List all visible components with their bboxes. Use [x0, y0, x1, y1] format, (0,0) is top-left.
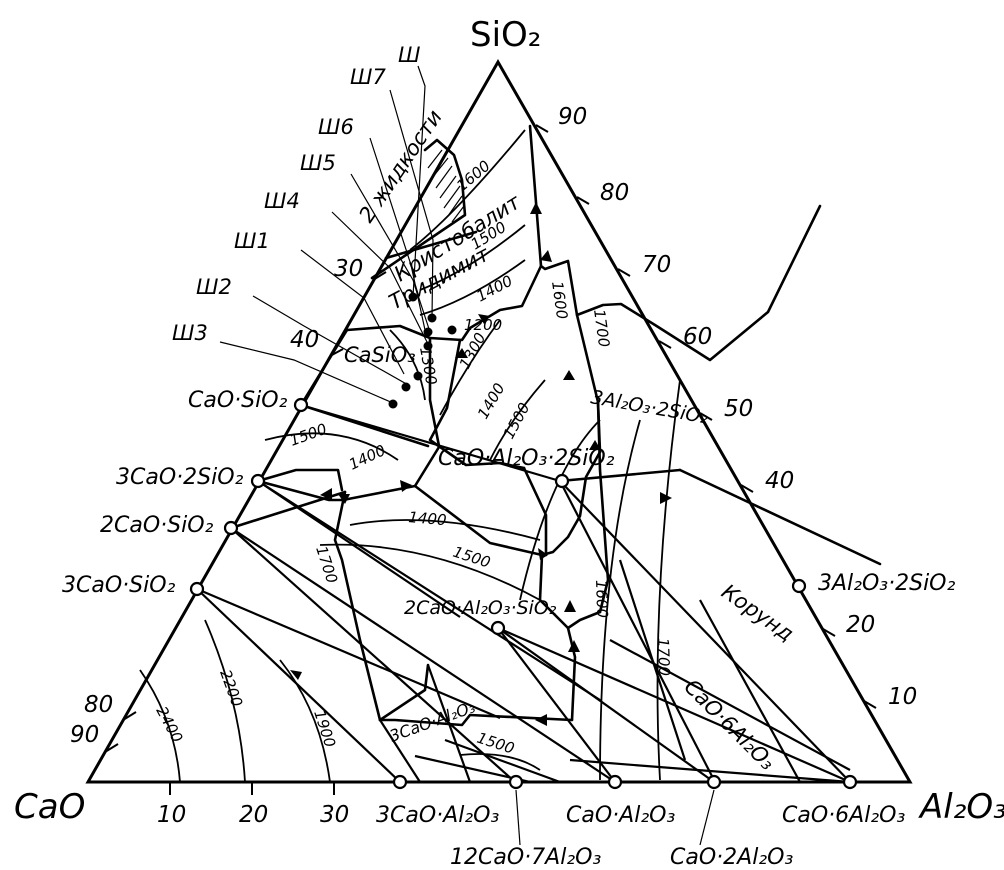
bottom-tick-30: 30 [320, 802, 349, 828]
c12a7-point [508, 774, 524, 790]
iso-1700-lower: 1700 [654, 638, 673, 677]
sample-sh1: Ш1 [234, 229, 270, 253]
sample-sh6: Ш6 [318, 115, 354, 139]
iso-1400-left: 1400 [346, 441, 388, 473]
label-c2s: 2CaO·SiO₂ [100, 513, 214, 538]
right-tick-60: 60 [683, 324, 712, 350]
iso-1700-upper: 1700 [590, 308, 613, 348]
compound-leaders [515, 789, 715, 846]
label-ca: CaO·Al₂O₃ [566, 803, 675, 828]
sample-points [388, 292, 457, 409]
two-liquid-hatch [427, 149, 465, 223]
label-a3s2-edge: 3Al₂O₃·2SiO₂ [818, 571, 955, 596]
ca6-point [842, 774, 858, 790]
boundary-arrows [290, 202, 672, 726]
left-tick-30: 30 [334, 256, 363, 282]
iso-1400-top: 1400 [473, 272, 515, 306]
field-mullite: 3Al₂O₃·2SiO₂ [589, 386, 710, 428]
apex-cao: CaO [14, 787, 85, 827]
iso-1700-left: 1700 [312, 544, 341, 586]
iso-1300-left: 1300 [416, 346, 440, 387]
sample-sh3: Ш3 [172, 321, 208, 345]
bottom-tick-labels: 10 20 30 [157, 802, 349, 828]
right-tick-10: 10 [888, 684, 917, 710]
iso-1500-mid: 1500 [500, 400, 534, 442]
iso-1600-lower: 1600 [592, 580, 611, 619]
c3s2-point [250, 473, 266, 489]
compound-points [189, 397, 858, 790]
sample-labels: Ш Ш7 Ш6 Ш5 Ш4 Ш1 Ш2 Ш3 [172, 43, 420, 345]
right-tick-labels: 90 80 70 60 50 40 20 10 [558, 104, 917, 710]
label-c3a: 3CaO·Al₂O₃ [376, 803, 499, 828]
ca2-point [706, 774, 722, 790]
iso-1400-mid: 1400 [474, 380, 509, 422]
label-c3s2: 3CaO·2SiO₂ [116, 465, 244, 490]
a3s2-point [791, 578, 807, 594]
field-two-liquids: 2 жидкости [354, 106, 447, 227]
iso-1500-left: 1500 [287, 420, 329, 450]
label-c12a7: 12CaO·7Al₂O₃ [450, 845, 601, 870]
right-tick-70: 70 [642, 252, 671, 278]
iso-2200: 2200 [216, 667, 246, 709]
sample-leaders [219, 65, 434, 404]
c3s-point [189, 581, 205, 597]
sample-sh7: Ш7 [350, 65, 386, 89]
left-tick-labels: 30 40 80 90 [70, 256, 363, 748]
ca-point [607, 774, 623, 790]
cas2-point [554, 473, 570, 489]
field-casio3: CaSiO₃ [344, 343, 416, 367]
c2s-point [223, 520, 239, 536]
apex-sio2: SiO₂ [470, 15, 541, 55]
sample-sh4: Ш4 [264, 189, 300, 213]
iso-1600-upper: 1600 [548, 280, 571, 320]
right-tick-90: 90 [558, 104, 587, 130]
iso-1200: 1200 [464, 316, 502, 334]
field-corundum: Корунд [717, 579, 798, 646]
apex-al2o3: Al₂O₃ [918, 787, 1004, 827]
left-tick-80: 80 [84, 692, 113, 718]
iso-2400: 2400 [152, 703, 186, 745]
label-c3s: 3CaO·SiO₂ [62, 573, 176, 598]
c2as-point [490, 620, 506, 636]
axis-ticks [104, 124, 877, 795]
label-ca2: CaO·2Al₂O₃ [670, 845, 793, 870]
sample-sh: Ш [398, 43, 420, 67]
right-tick-40: 40 [765, 468, 794, 494]
iso-1900: 1900 [310, 708, 339, 750]
bottom-tick-10: 10 [157, 802, 186, 828]
sample-sh2: Ш2 [196, 275, 232, 299]
left-tick-40: 40 [290, 327, 319, 353]
bottom-tick-20: 20 [239, 802, 268, 828]
iso-1400-center: 1400 [408, 508, 448, 529]
sample-sh5: Ш5 [300, 151, 336, 175]
triangle-frame [85, 58, 913, 784]
label-cs: CaO·SiO₂ [188, 388, 288, 413]
label-ca6: CaO·6Al₂O₃ [782, 803, 905, 828]
isotherm-curves [139, 129, 681, 783]
right-tick-20: 20 [846, 612, 875, 638]
iso-1500-center: 1500 [451, 543, 493, 572]
c3a-point [392, 774, 408, 790]
right-tick-50: 50 [724, 396, 753, 422]
compound-labels: CaO·SiO₂ 3CaO·2SiO₂ 2CaO·SiO₂ 3CaO·SiO₂ … [62, 388, 955, 870]
label-c2as: 2CaO·Al₂O₃·SiO₂ [404, 597, 557, 619]
cs-point [293, 397, 309, 413]
left-tick-90: 90 [70, 722, 99, 748]
label-cas2: CaO·Al₂O₃·2SiO₂ [438, 446, 615, 471]
right-tick-80: 80 [600, 180, 629, 206]
